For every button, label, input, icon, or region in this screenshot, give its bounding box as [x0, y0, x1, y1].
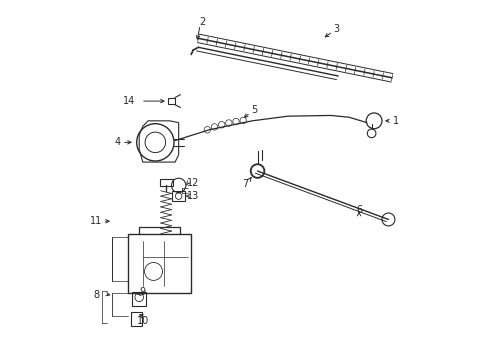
- Text: 3: 3: [333, 24, 340, 35]
- Text: 13: 13: [187, 191, 199, 201]
- Text: 2: 2: [199, 17, 205, 27]
- Text: 11: 11: [90, 216, 102, 226]
- Text: 5: 5: [251, 105, 257, 115]
- Text: 9: 9: [140, 287, 146, 297]
- Text: 10: 10: [137, 316, 149, 325]
- Text: 4: 4: [115, 138, 121, 147]
- Text: 7: 7: [242, 179, 248, 189]
- Text: 1: 1: [392, 116, 399, 126]
- Text: 12: 12: [187, 178, 199, 188]
- Text: 8: 8: [93, 290, 99, 300]
- Text: 14: 14: [123, 96, 136, 106]
- Text: 6: 6: [357, 206, 363, 216]
